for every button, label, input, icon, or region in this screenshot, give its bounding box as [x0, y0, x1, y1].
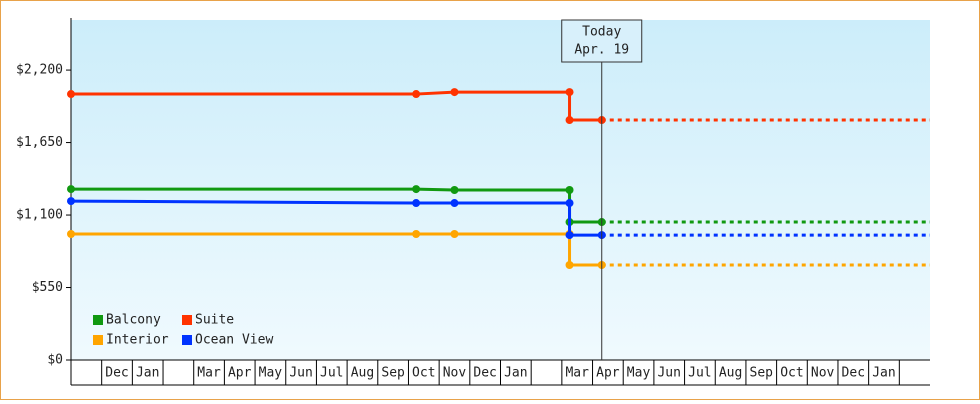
legend-label: Balcony [106, 313, 161, 328]
legend-swatch [93, 335, 103, 345]
legend-swatch [93, 315, 103, 325]
today-box [561, 19, 643, 63]
x-tick-label: Oct [412, 366, 435, 381]
point [565, 260, 574, 269]
x-tick-label: Aug [719, 366, 742, 381]
series-line [71, 232, 602, 267]
point [67, 185, 75, 194]
series-line [70, 199, 602, 237]
x-tick-label: Dec [842, 366, 865, 381]
point [565, 116, 574, 125]
x-tick-label: Dec [105, 366, 128, 381]
x-tick-label: May [259, 366, 283, 381]
y-tick-label: $2,200 [16, 63, 63, 78]
point [565, 199, 574, 208]
point [67, 90, 75, 99]
point [450, 199, 459, 208]
series-line [71, 90, 602, 122]
x-tick-label: Jul [320, 366, 343, 381]
legend-swatch [182, 315, 192, 325]
x-tick-label: Sep [381, 366, 405, 381]
y-tick-label: $0 [47, 353, 63, 368]
point [565, 186, 574, 194]
x-tick-label: May [627, 366, 651, 381]
x-tick-label: Jun [289, 366, 312, 381]
point [450, 230, 459, 239]
legend-label: Ocean View [195, 333, 273, 348]
x-tick-label: Jul [688, 366, 711, 381]
point [450, 186, 459, 194]
x-tick-label: Mar [565, 366, 589, 381]
x-tick-label: Mar [197, 366, 221, 381]
point [565, 231, 574, 240]
x-tick-label: Apr [228, 366, 252, 381]
y-tick-label: $1,650 [16, 135, 63, 150]
x-tick-label: Nov [443, 366, 467, 381]
point [412, 185, 421, 194]
x-tick-label: Jan [872, 366, 895, 381]
x-tick-label: Sep [750, 366, 774, 381]
legend-label: Interior [106, 333, 169, 348]
today-date: Apr. 19 [574, 43, 629, 58]
x-tick-label: Apr [596, 366, 620, 381]
y-tick-label: $550 [32, 280, 63, 295]
x-tick-label: Jan [136, 366, 159, 381]
x-tick-label: Jun [657, 366, 680, 381]
point [67, 197, 75, 206]
point [412, 199, 421, 208]
point [67, 230, 75, 239]
point [412, 230, 421, 239]
point [412, 90, 421, 99]
x-tick-label: Oct [780, 366, 803, 381]
series-line [71, 187, 602, 224]
x-tick-label: Jan [504, 366, 527, 381]
x-tick-label: Dec [473, 366, 496, 381]
today-label: Today [582, 25, 621, 40]
x-tick-label: Nov [811, 366, 835, 381]
legend-label: Suite [195, 313, 234, 328]
point [565, 88, 574, 97]
x-tick-label: Aug [351, 366, 374, 381]
point [450, 88, 459, 97]
y-tick-label: $1,100 [16, 208, 63, 223]
legend-swatch [182, 335, 192, 345]
